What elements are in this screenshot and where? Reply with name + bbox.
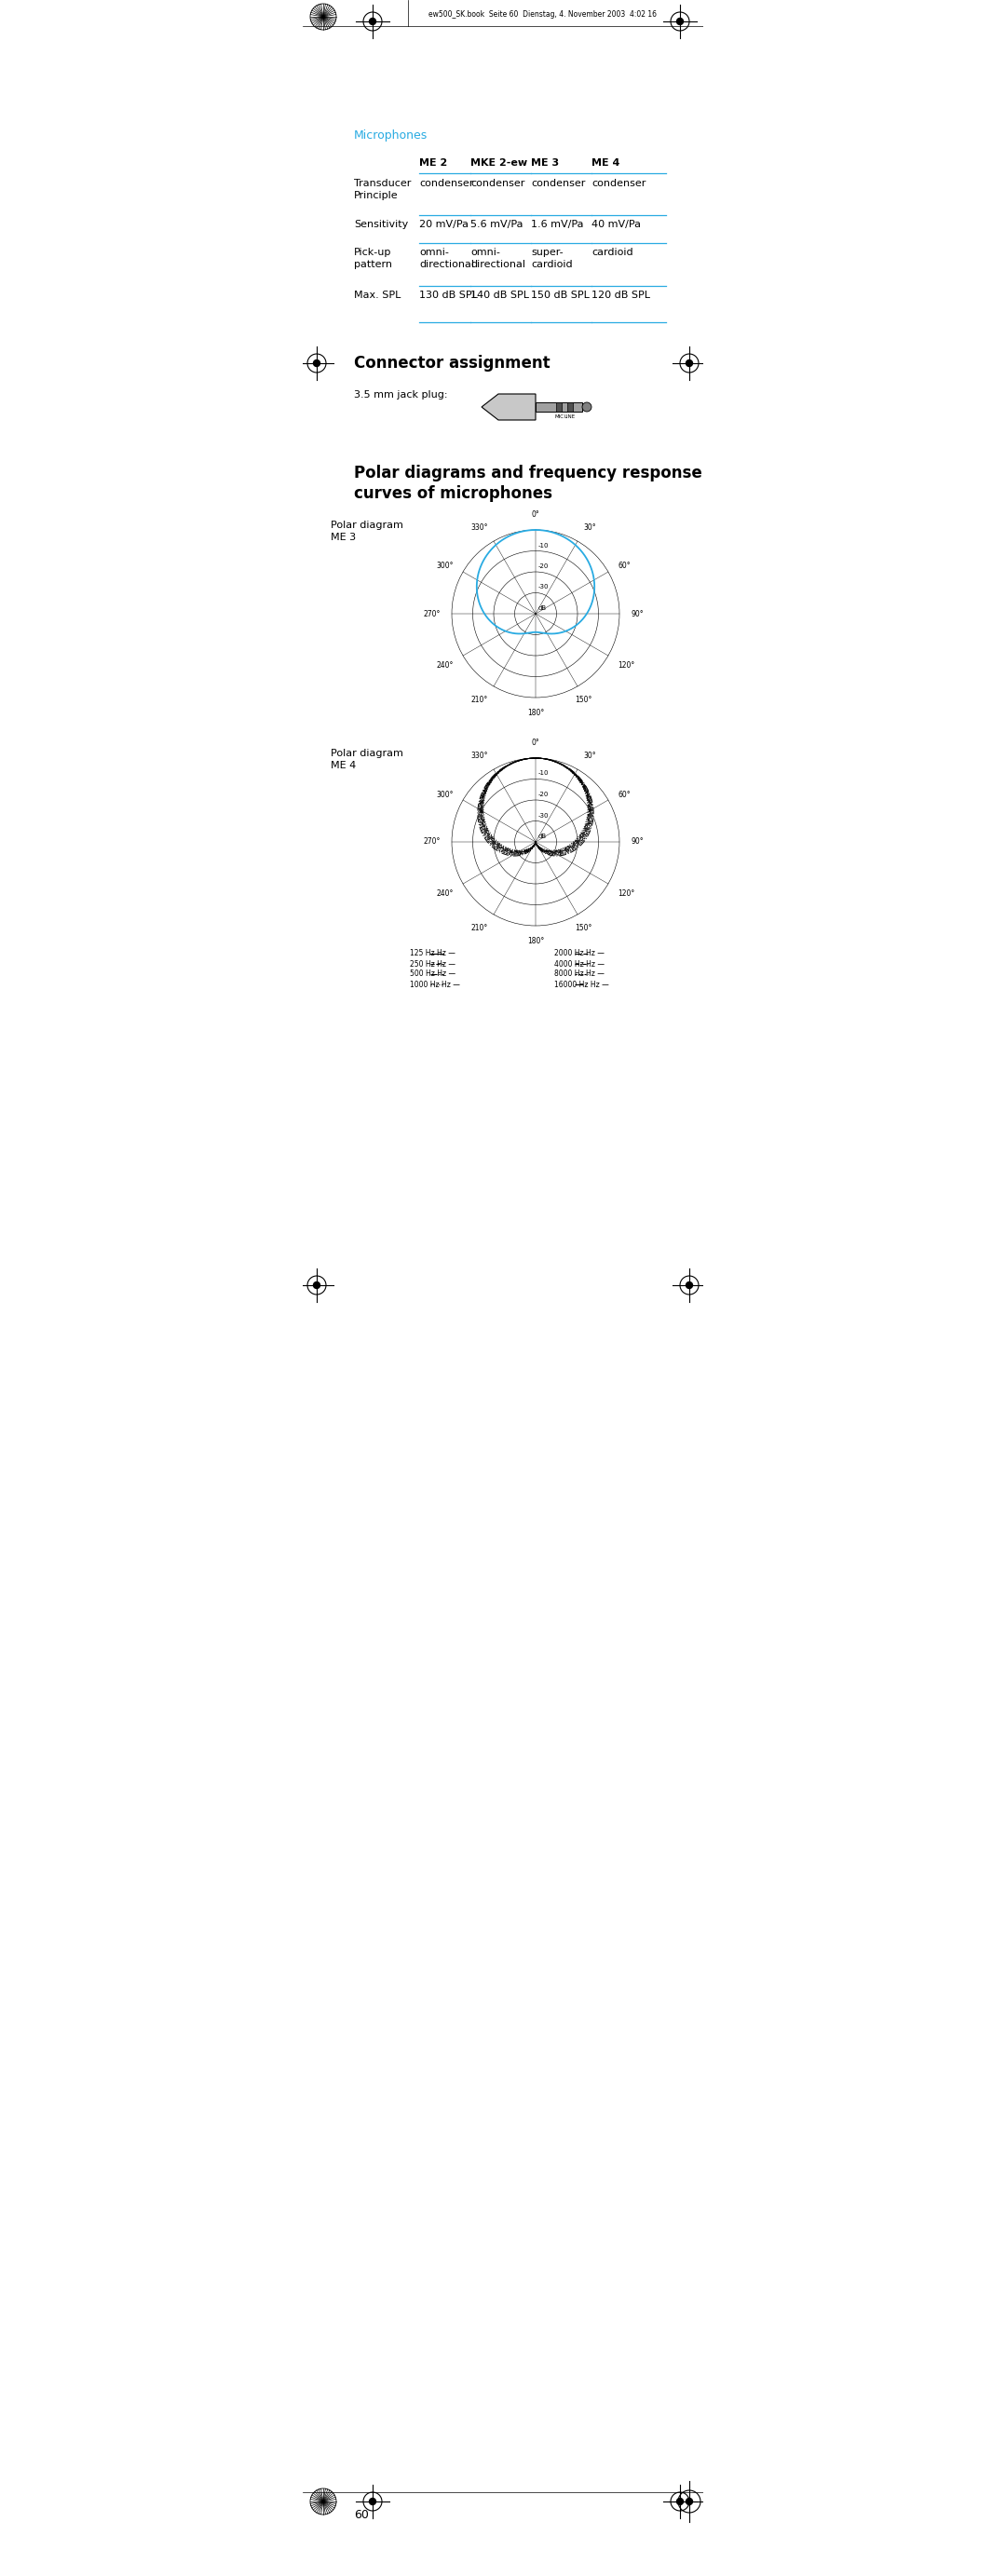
Text: 90°: 90°	[631, 611, 643, 618]
Text: 140 dB SPL: 140 dB SPL	[471, 291, 529, 299]
Text: 40 mV/Pa: 40 mV/Pa	[592, 219, 641, 229]
Text: dB: dB	[538, 835, 547, 840]
Text: condenser: condenser	[471, 178, 525, 188]
Text: 120°: 120°	[618, 889, 635, 899]
Text: 300°: 300°	[436, 562, 454, 569]
Text: -10: -10	[538, 770, 549, 775]
Circle shape	[677, 2499, 683, 2504]
Text: -20: -20	[538, 791, 549, 796]
Text: Transducer
Principle: Transducer Principle	[354, 178, 411, 201]
Text: omni-
directional: omni- directional	[420, 247, 474, 268]
Text: 20 mV/Pa: 20 mV/Pa	[420, 219, 469, 229]
Text: 60°: 60°	[618, 791, 631, 799]
Text: 240°: 240°	[437, 889, 454, 899]
Text: 2000 Hz Hz —: 2000 Hz Hz —	[554, 951, 605, 958]
Circle shape	[686, 1283, 692, 1288]
Text: 1000 Hz Hz —: 1000 Hz Hz —	[409, 981, 460, 989]
Circle shape	[369, 2499, 376, 2504]
Text: Sensitivity: Sensitivity	[354, 219, 408, 229]
Text: Microphones: Microphones	[354, 129, 428, 142]
Text: 60°: 60°	[618, 562, 631, 569]
Text: condenser: condenser	[420, 178, 474, 188]
Text: 60: 60	[354, 2509, 369, 2522]
Circle shape	[582, 402, 592, 412]
Text: ME 2: ME 2	[420, 157, 448, 167]
Text: 8000 Hz Hz —: 8000 Hz Hz —	[554, 971, 605, 979]
Bar	[567, 402, 572, 412]
Text: 330°: 330°	[471, 752, 488, 760]
Text: 150 dB SPL: 150 dB SPL	[531, 291, 590, 299]
Text: MIC: MIC	[554, 415, 563, 420]
Text: ME 4: ME 4	[592, 157, 620, 167]
Text: ME 3: ME 3	[531, 157, 559, 167]
Text: 240°: 240°	[437, 662, 454, 670]
Text: 270°: 270°	[424, 611, 441, 618]
Text: -20: -20	[538, 564, 549, 569]
Text: condenser: condenser	[592, 178, 646, 188]
Text: 180°: 180°	[527, 938, 544, 945]
Text: Pick-up
pattern: Pick-up pattern	[354, 247, 392, 268]
Text: Max. SPL: Max. SPL	[354, 291, 400, 299]
Text: Polar diagram
ME 4: Polar diagram ME 4	[331, 750, 403, 770]
Text: 330°: 330°	[471, 523, 488, 531]
Text: 210°: 210°	[471, 925, 488, 933]
Circle shape	[369, 18, 376, 26]
Text: LINE: LINE	[564, 415, 575, 420]
Bar	[535, 402, 582, 412]
Text: 210°: 210°	[471, 696, 488, 703]
Circle shape	[686, 361, 692, 366]
Text: 120°: 120°	[618, 662, 635, 670]
Text: 30°: 30°	[583, 523, 596, 531]
Text: 180°: 180°	[527, 708, 544, 716]
Text: 0°: 0°	[531, 739, 539, 747]
Text: ew500_SK.book  Seite 60  Dienstag, 4. November 2003  4:02 16: ew500_SK.book Seite 60 Dienstag, 4. Nove…	[429, 10, 657, 18]
Text: 300°: 300°	[436, 791, 454, 799]
Text: curves of microphones: curves of microphones	[354, 484, 552, 502]
Text: MKE 2-ew: MKE 2-ew	[471, 157, 527, 167]
Text: 5.6 mV/Pa: 5.6 mV/Pa	[471, 219, 523, 229]
Text: Connector assignment: Connector assignment	[354, 355, 550, 371]
Text: 16000 Hz Hz —: 16000 Hz Hz —	[554, 981, 609, 989]
Text: 125 Hz Hz —: 125 Hz Hz —	[409, 951, 456, 958]
Text: 130 dB SPL: 130 dB SPL	[420, 291, 478, 299]
Bar	[556, 402, 561, 412]
Circle shape	[677, 18, 683, 26]
Text: 150°: 150°	[574, 696, 592, 703]
Text: 30°: 30°	[583, 752, 596, 760]
Text: 250 Hz Hz —: 250 Hz Hz —	[409, 961, 456, 969]
Text: 3.5 mm jack plug:: 3.5 mm jack plug:	[354, 389, 448, 399]
Text: 150°: 150°	[574, 925, 592, 933]
Text: super-
cardioid: super- cardioid	[531, 247, 572, 268]
Text: 500 Hz Hz —: 500 Hz Hz —	[409, 971, 456, 979]
Text: 4000 Hz Hz —: 4000 Hz Hz —	[554, 961, 605, 969]
Text: -30: -30	[538, 585, 549, 590]
Text: 1.6 mV/Pa: 1.6 mV/Pa	[531, 219, 583, 229]
Circle shape	[314, 361, 320, 366]
Text: omni-
directional: omni- directional	[471, 247, 525, 268]
Text: cardioid: cardioid	[592, 247, 633, 258]
Text: 0°: 0°	[531, 510, 539, 518]
Text: 90°: 90°	[631, 837, 643, 845]
Text: Polar diagrams and frequency response: Polar diagrams and frequency response	[354, 464, 702, 482]
Text: Polar diagram
ME 3: Polar diagram ME 3	[331, 520, 403, 541]
Text: -10: -10	[538, 544, 549, 549]
Polygon shape	[482, 394, 535, 420]
Text: condenser: condenser	[531, 178, 585, 188]
Circle shape	[686, 2499, 692, 2504]
Text: -30: -30	[538, 811, 549, 819]
Circle shape	[314, 1283, 320, 1288]
Text: 270°: 270°	[424, 837, 441, 845]
Text: dB: dB	[538, 605, 547, 611]
Text: 120 dB SPL: 120 dB SPL	[592, 291, 650, 299]
